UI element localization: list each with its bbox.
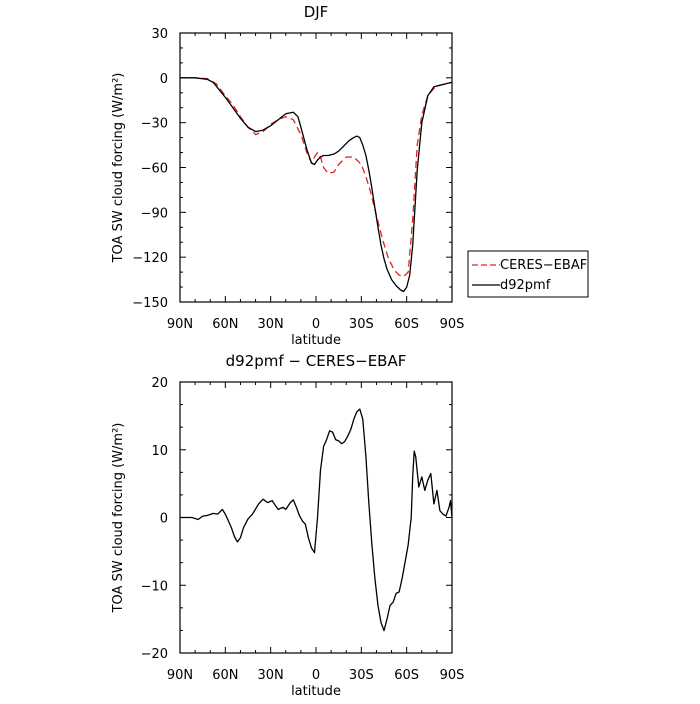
legend-label: d92pmf: [500, 278, 551, 293]
x-tick-label: 90N: [167, 668, 193, 683]
chart-title: d92pmf − CERES−EBAF: [226, 352, 407, 370]
x-tick-label: 30S: [349, 668, 374, 683]
y-tick-label: 20: [151, 376, 168, 391]
y-tick-label: −60: [141, 162, 168, 177]
legend: CERES−EBAF d92pmf: [467, 250, 589, 298]
y-tick-label: 10: [151, 444, 168, 459]
legend-label: CERES−EBAF: [500, 258, 587, 273]
series-line-difference: [180, 408, 453, 632]
x-tick-label: 30N: [258, 668, 284, 683]
x-tick-label: 60S: [394, 317, 419, 332]
y-tick-label: −30: [141, 117, 168, 132]
x-tick-label: 0: [312, 668, 320, 683]
series-line-ceres-ebaf: [180, 77, 453, 278]
x-tick-label: 30N: [258, 317, 284, 332]
y-tick-label: −150: [132, 296, 168, 311]
y-axis-label: TOA SW cloud forcing (W/m²): [111, 423, 126, 614]
x-axis-label: latitude: [291, 333, 341, 348]
y-tick-label: 0: [160, 72, 168, 87]
y-axis-label: TOA SW cloud forcing (W/m²): [111, 73, 126, 264]
y-tick-label: 30: [151, 27, 168, 42]
legend-box: [467, 250, 589, 298]
x-tick-label: 90N: [167, 317, 193, 332]
series-line-d92pmf: [180, 77, 453, 293]
y-tick-label: −10: [141, 579, 168, 594]
x-tick-label: 90S: [440, 317, 465, 332]
x-axis-label: latitude: [291, 684, 341, 699]
x-tick-label: 60N: [212, 668, 238, 683]
y-tick-label: −20: [141, 647, 168, 662]
chart-title: DJF: [304, 3, 329, 21]
chart-panel-2: 90N 60N 30N 0 30S 60S 90S 20 10 0 −10 −20 d92pmf − C…: [111, 352, 464, 699]
x-tick-label: 90S: [440, 668, 465, 683]
x-tick-label: 30S: [349, 317, 374, 332]
y-tick-label: −90: [141, 206, 168, 221]
y-tick-label: 0: [160, 512, 168, 527]
x-tick-label: 60S: [394, 668, 419, 683]
x-tick-label: 60N: [212, 317, 238, 332]
x-tick-label: 0: [312, 317, 320, 332]
y-tick-label: −120: [132, 251, 168, 266]
chart-panel-1: 90N 60N 30N 0 30S 60S 90S 30 0 −30 −60 −90 −120 −150 D…: [111, 3, 589, 348]
